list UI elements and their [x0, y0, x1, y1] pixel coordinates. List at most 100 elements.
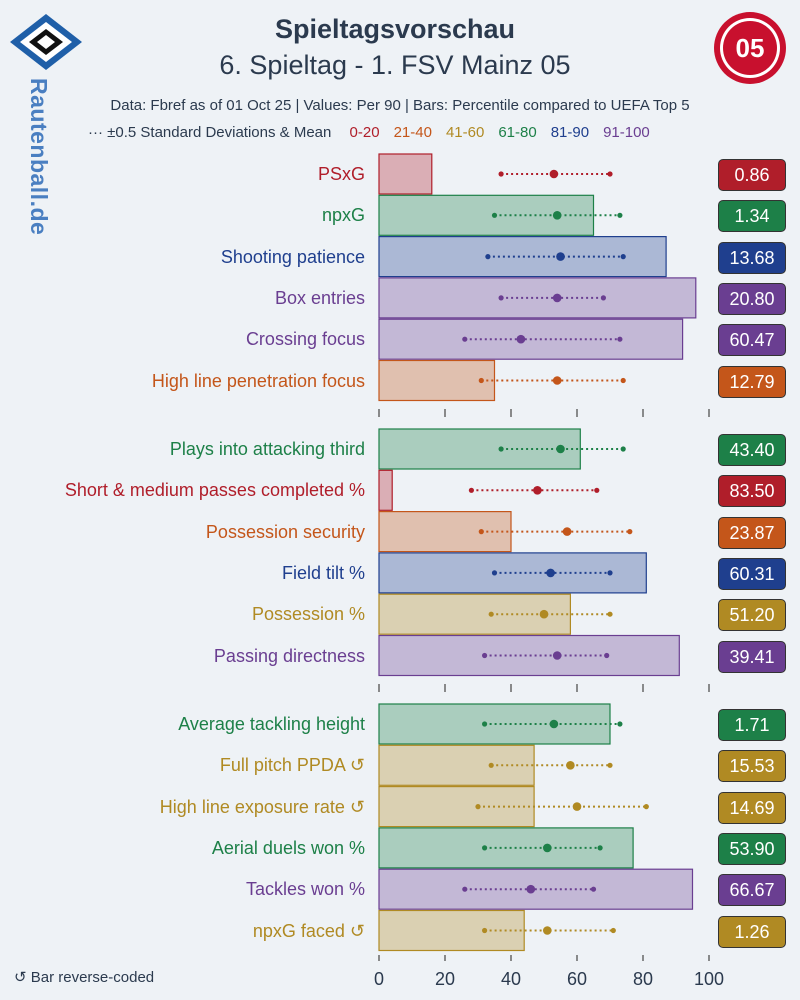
metric-value-badge: 43.40	[718, 434, 786, 466]
metric-label: PSxG	[317, 164, 365, 184]
legend-bin-5: 91-100	[603, 124, 650, 141]
mean-point-0-5	[552, 376, 562, 385]
sd-low-point-2-0	[482, 721, 488, 727]
metric-value-badge: 13.68	[718, 241, 786, 274]
sd-high-point-1-4	[607, 611, 613, 617]
sd-high-point-1-0	[620, 446, 626, 452]
x-axis-tick-label-20: 20	[435, 969, 455, 989]
legend-bins: 0-20 21-40 41-60 61-80 81-90 91-100	[350, 124, 664, 141]
bar-2-1	[378, 744, 535, 786]
mean-point-1-1	[533, 486, 542, 495]
metric-value-badge: 51.20	[718, 599, 786, 632]
sd-low-point-2-3	[482, 845, 488, 851]
page-subtitle: 6. Spieltag - 1. FSV Mainz 05	[219, 50, 571, 80]
metric-label: Tackles won %	[245, 879, 365, 900]
sd-low-point-2-4	[462, 886, 468, 892]
sd-high-point-1-3	[607, 570, 613, 576]
bar-0-4	[378, 318, 684, 360]
sd-high-point-1-5	[604, 652, 610, 659]
bar-2-2	[378, 785, 535, 828]
mean-point-0-1	[552, 211, 562, 220]
legend-bin-3: 61-80	[498, 124, 537, 141]
legend-bin-1: 21-40	[393, 124, 432, 141]
x-axis-tick-label-0: 0	[374, 969, 384, 989]
sd-high-point-2-1	[607, 762, 613, 768]
metric-label: npxG	[321, 205, 365, 226]
metric-label: Plays into attacking third	[169, 439, 365, 459]
mean-point-1-3	[546, 568, 555, 578]
sd-low-point-1-1	[468, 487, 474, 493]
metric-value-badge: 66.67	[718, 874, 786, 907]
bar-2-5	[378, 909, 525, 952]
svg-text:05: 05	[736, 33, 765, 63]
sd-high-point-0-5	[620, 377, 626, 384]
mean-point-1-4	[539, 609, 549, 619]
metric-label: Short & medium passes completed %	[64, 480, 365, 501]
sd-high-point-2-4	[590, 886, 597, 892]
mean-point-2-1	[566, 761, 575, 770]
mean-point-1-0	[556, 444, 565, 454]
metric-value-badge: 60.31	[718, 557, 786, 590]
metric-value-badge: 1.26	[718, 915, 786, 948]
metric-label: High line penetration focus	[151, 370, 365, 391]
metric-value-badge: 39.41	[718, 640, 786, 673]
metric-value-badge: 23.87	[718, 516, 786, 549]
sd-low-point-0-5	[478, 377, 484, 384]
bar-1-1	[378, 469, 393, 511]
mean-point-0-4	[516, 334, 526, 344]
x-axis-tick-label-40: 40	[501, 969, 521, 989]
mean-point-2-2	[572, 802, 582, 811]
sd-high-point-2-5	[610, 927, 616, 934]
x-axis-tick-label-80: 80	[633, 969, 653, 989]
sd-high-point-2-2	[643, 804, 649, 810]
bar-1-5	[378, 634, 680, 677]
metric-value-badge: 83.50	[718, 475, 786, 508]
metric-label: Full pitch PPDA ↺	[219, 755, 365, 776]
legend-mean: ··· ±0.5 Standard Deviations & Mean	[88, 124, 332, 141]
legend-bin-4: 81-90	[550, 124, 590, 141]
metric-value-badge: 14.69	[718, 791, 786, 824]
mean-point-1-2	[562, 527, 572, 536]
mean-point-1-5	[552, 651, 562, 660]
brand-vertical: Rautenball.de	[20, 78, 60, 248]
metric-value-badge: 12.79	[718, 365, 786, 398]
bar-1-0	[378, 428, 581, 470]
sd-low-point-1-4	[488, 611, 494, 617]
metric-value-badge: 60.47	[718, 324, 786, 357]
metric-label: Box entries	[274, 287, 365, 308]
legend-bin-0: 0-20	[349, 124, 380, 141]
mean-point-2-4	[526, 884, 536, 894]
footnote: ↺ Bar reverse-coded	[14, 969, 155, 986]
metric-label: Possession %	[251, 604, 365, 625]
bar-1-2	[378, 511, 512, 553]
sd-high-point-0-2	[620, 254, 626, 260]
sd-high-point-0-3	[600, 295, 607, 301]
sd-low-point-2-5	[482, 927, 488, 934]
mean-point-0-0	[549, 169, 559, 179]
sd-low-point-0-4	[462, 336, 468, 342]
metric-value-badge: 1.34	[718, 200, 786, 233]
metric-value-badge: 20.80	[718, 282, 786, 315]
sd-low-point-1-5	[482, 652, 488, 659]
sd-high-point-1-2	[627, 529, 633, 535]
sd-low-point-0-0	[498, 171, 504, 177]
bar-2-0	[378, 703, 611, 745]
sd-low-point-0-1	[491, 212, 498, 218]
metric-label: Field tilt %	[281, 562, 365, 583]
metric-value-badge: 53.90	[718, 832, 786, 865]
sd-low-point-1-2	[478, 529, 484, 535]
legend-bin-2: 41-60	[445, 124, 485, 141]
bar-1-3	[378, 552, 647, 594]
mean-point-2-5	[543, 926, 552, 935]
bar-2-3	[378, 827, 634, 869]
mean-point-0-3	[552, 293, 562, 303]
x-axis-tick-label-60: 60	[567, 969, 587, 989]
sd-low-point-0-3	[498, 295, 504, 301]
sd-low-point-2-2	[475, 804, 481, 810]
bar-0-1	[378, 194, 595, 236]
bar-0-5	[378, 359, 496, 402]
metric-label: Shooting patience	[220, 246, 365, 267]
metric-label: Possession security	[205, 521, 365, 542]
hsv-logo-icon	[10, 14, 82, 70]
page-title: Spieltagsvorschau	[274, 14, 516, 44]
